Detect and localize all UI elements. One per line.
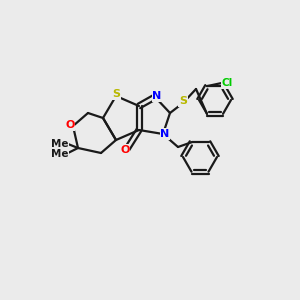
Text: Me: Me bbox=[50, 149, 68, 159]
Text: S: S bbox=[112, 89, 120, 99]
Text: Me: Me bbox=[50, 139, 68, 149]
Text: N: N bbox=[152, 91, 162, 101]
Text: O: O bbox=[65, 120, 75, 130]
Text: N: N bbox=[160, 129, 169, 139]
Text: Cl: Cl bbox=[221, 78, 233, 88]
Text: S: S bbox=[179, 96, 187, 106]
Text: O: O bbox=[120, 145, 130, 155]
